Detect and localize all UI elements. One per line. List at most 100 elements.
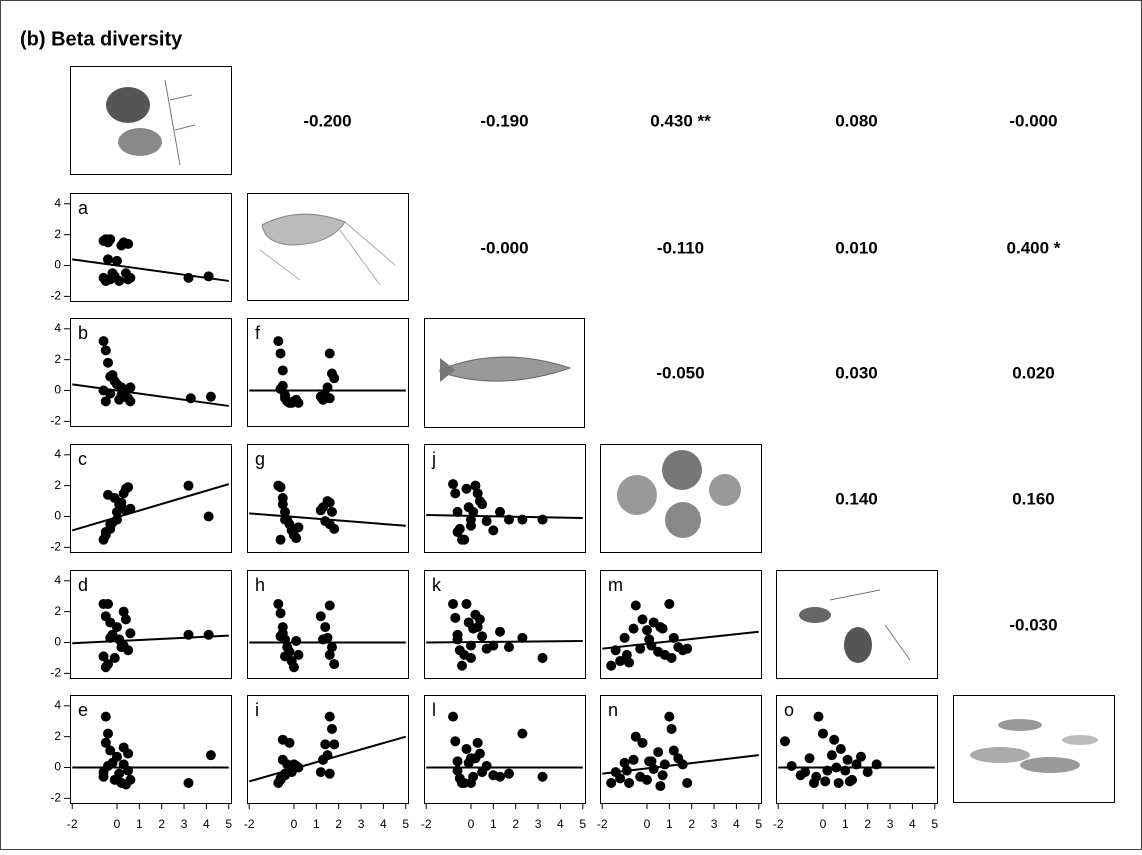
point <box>621 649 632 660</box>
correlation: 0.010 <box>835 238 878 257</box>
y-tick-label: -2 <box>50 414 61 428</box>
point <box>329 373 340 384</box>
y-tick-label: 0 <box>54 635 61 649</box>
point <box>324 649 335 660</box>
point <box>465 514 476 525</box>
point <box>203 629 214 640</box>
point <box>682 643 693 654</box>
point <box>855 751 866 762</box>
fit-line <box>426 513 583 520</box>
point <box>320 739 331 750</box>
point <box>320 622 331 633</box>
point <box>324 600 335 611</box>
correlation: -0.110 <box>657 238 704 257</box>
point <box>503 642 514 653</box>
point <box>862 767 873 778</box>
fit-line <box>249 512 406 527</box>
y-tick-label: 4 <box>54 698 61 712</box>
correlation: 0.400 * <box>1007 238 1061 257</box>
point <box>481 760 492 771</box>
point <box>682 777 693 788</box>
x-tick-label: 0 <box>291 817 298 831</box>
x-tick-label: -2 <box>67 817 78 831</box>
point <box>116 642 127 653</box>
point <box>125 396 136 407</box>
point <box>461 598 472 609</box>
panel-frame <box>70 193 232 302</box>
panel-label: f <box>255 323 261 343</box>
panel-label: h <box>255 575 265 595</box>
point <box>288 662 299 673</box>
point <box>326 723 337 734</box>
point <box>98 651 109 662</box>
fit-line <box>72 258 229 282</box>
x-tick-label: 1 <box>313 817 320 831</box>
point <box>275 608 286 619</box>
panel-label: m <box>608 575 623 595</box>
fit-line <box>248 735 407 783</box>
point <box>641 774 652 785</box>
point <box>481 516 492 527</box>
correlation: 0.140 <box>835 489 878 508</box>
y-tick-label: -2 <box>50 540 61 554</box>
point <box>668 745 679 756</box>
point <box>324 348 335 359</box>
point <box>468 506 479 517</box>
point <box>659 759 670 770</box>
point <box>811 771 822 782</box>
point <box>635 643 646 654</box>
point <box>277 499 288 510</box>
trees-icon <box>600 444 762 553</box>
point <box>448 598 459 609</box>
panel-frame <box>247 695 409 804</box>
x-tick-label: 2 <box>335 817 342 831</box>
correlation: -0.190 <box>480 111 528 130</box>
x-tick-label: 4 <box>909 817 916 831</box>
point <box>779 736 790 747</box>
x-tick-label: -2 <box>421 817 432 831</box>
fit-line <box>602 630 759 650</box>
point <box>98 336 109 347</box>
x-tick-label: 2 <box>512 817 519 831</box>
point <box>666 723 677 734</box>
point <box>448 711 459 722</box>
point <box>120 614 131 625</box>
point <box>205 750 216 761</box>
point <box>465 777 476 788</box>
x-tick-label: 2 <box>688 817 695 831</box>
title: (b) Beta diversity <box>20 28 183 50</box>
y-tick-label: 2 <box>54 604 61 618</box>
point <box>324 711 335 722</box>
point <box>183 777 194 788</box>
panel-label: c <box>78 449 87 469</box>
point <box>123 238 134 249</box>
panel-label: n <box>608 700 618 720</box>
point <box>844 776 855 787</box>
point <box>459 534 470 545</box>
y-tick-label: 2 <box>54 352 61 366</box>
point <box>606 777 617 788</box>
y-tick-label: -2 <box>50 289 61 303</box>
x-tick-label: 0 <box>468 817 475 831</box>
point <box>472 488 483 499</box>
x-tick-label: 3 <box>535 817 542 831</box>
correlation: 0.080 <box>835 111 878 130</box>
x-tick-label: 0 <box>820 817 827 831</box>
x-tick-label: 3 <box>711 817 718 831</box>
plant-icon <box>70 66 232 175</box>
point <box>517 728 528 739</box>
fit-line <box>426 639 583 644</box>
point <box>203 511 214 522</box>
point <box>842 754 853 765</box>
point <box>103 598 114 609</box>
y-tick-label: 0 <box>54 258 61 272</box>
point <box>203 271 214 282</box>
fit-line <box>72 383 229 407</box>
point <box>291 533 302 544</box>
x-tick-label: 3 <box>358 817 365 831</box>
point <box>293 522 304 533</box>
point <box>315 767 326 778</box>
point <box>813 711 824 722</box>
point <box>315 611 326 622</box>
